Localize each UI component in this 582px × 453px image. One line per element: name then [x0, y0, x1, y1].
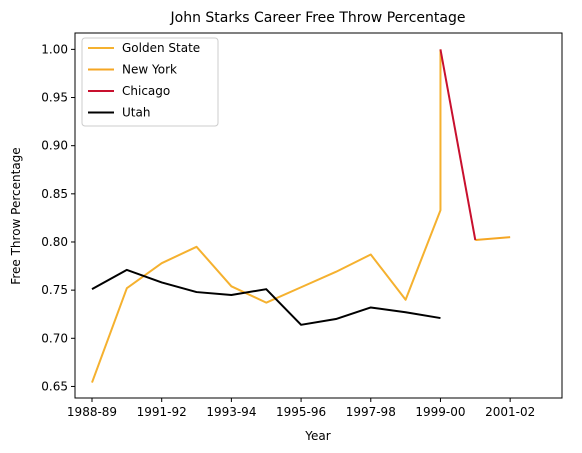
y-tick-label: 0.65: [41, 379, 68, 393]
y-axis-label: Free Throw Percentage: [9, 147, 23, 284]
series-line-3: [91, 268, 441, 326]
y-tick-label: 0.95: [41, 91, 68, 105]
plot-frame: [74, 32, 563, 399]
y-tick-label: 1.00: [41, 42, 68, 56]
y-tick-label: 0.75: [41, 283, 68, 297]
y-tick-label: 0.85: [41, 187, 68, 201]
legend: Golden State New York Chicago Utah: [81, 37, 219, 127]
legend-label: Chicago: [122, 84, 170, 98]
x-tick-label: 1993-94: [206, 405, 256, 419]
series-line-0: [91, 49, 442, 383]
legend-label: Golden State: [122, 41, 200, 55]
x-tick-label: 2001-02: [485, 405, 535, 419]
x-tick-label: 1995-96: [276, 405, 326, 419]
x-tick-label: 1997-98: [346, 405, 396, 419]
legend-label: New York: [122, 63, 177, 77]
series-line-2: [439, 49, 477, 241]
x-tick-label: 1988-89: [67, 405, 117, 419]
y-axis: 0.65 0.70 0.75 0.80 0.85 0.90 0.95 1.00: [41, 42, 75, 393]
x-axis: 1988-89 1991-92 1993-94 1995-96 1997-98 1999-…: [67, 398, 535, 419]
plot-area: [91, 49, 511, 383]
chart-title: John Starks Career Free Throw Percentage: [170, 10, 466, 26]
y-tick-label: 0.90: [41, 139, 68, 153]
y-tick-label: 0.70: [41, 331, 68, 345]
y-tick-label: 0.80: [41, 235, 68, 249]
legend-box: [81, 37, 219, 127]
legend-label: Utah: [122, 106, 150, 120]
x-axis-label: Year: [304, 429, 330, 443]
x-tick-label: 1991-92: [137, 405, 187, 419]
series-line-1: [475, 236, 511, 242]
x-tick-label: 1999-00: [415, 405, 465, 419]
